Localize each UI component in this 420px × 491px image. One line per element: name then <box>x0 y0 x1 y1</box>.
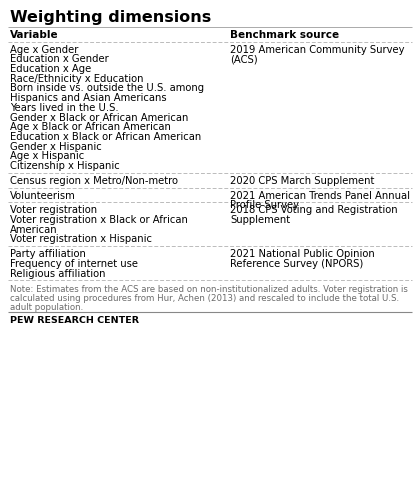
Text: Volunteerism: Volunteerism <box>10 191 76 201</box>
Text: Age x Black or African American: Age x Black or African American <box>10 122 171 132</box>
Text: Born inside vs. outside the U.S. among: Born inside vs. outside the U.S. among <box>10 83 204 93</box>
Text: Variable: Variable <box>10 30 59 40</box>
Text: Benchmark source: Benchmark source <box>230 30 339 40</box>
Text: calculated using procedures from Hur, Achen (2013) and rescaled to include the t: calculated using procedures from Hur, Ac… <box>10 294 399 303</box>
Text: 2021 American Trends Panel Annual: 2021 American Trends Panel Annual <box>230 191 410 201</box>
Text: Frequency of internet use: Frequency of internet use <box>10 259 138 269</box>
Text: Voter registration: Voter registration <box>10 205 97 215</box>
Text: Education x Gender: Education x Gender <box>10 54 109 64</box>
Text: Age x Gender: Age x Gender <box>10 45 79 55</box>
Text: Weighting dimensions: Weighting dimensions <box>10 10 211 25</box>
Text: Age x Hispanic: Age x Hispanic <box>10 151 84 162</box>
Text: Education x Age: Education x Age <box>10 64 91 74</box>
Text: Hispanics and Asian Americans: Hispanics and Asian Americans <box>10 93 167 103</box>
Text: Census region x Metro/Non-metro: Census region x Metro/Non-metro <box>10 176 178 186</box>
Text: Religious affiliation: Religious affiliation <box>10 269 105 278</box>
Text: Years lived in the U.S.: Years lived in the U.S. <box>10 103 118 113</box>
Text: Reference Survey (NPORS): Reference Survey (NPORS) <box>230 259 363 269</box>
Text: PEW RESEARCH CENTER: PEW RESEARCH CENTER <box>10 316 139 326</box>
Text: Voter registration x Hispanic: Voter registration x Hispanic <box>10 235 152 245</box>
Text: Gender x Black or African American: Gender x Black or African American <box>10 112 189 123</box>
Text: 2019 American Community Survey: 2019 American Community Survey <box>230 45 404 55</box>
Text: (ACS): (ACS) <box>230 54 257 64</box>
Text: American: American <box>10 225 58 235</box>
Text: Note: Estimates from the ACS are based on non-institutionalized adults. Voter re: Note: Estimates from the ACS are based o… <box>10 285 408 294</box>
Text: Profile Survey: Profile Survey <box>230 200 299 210</box>
Text: 2018 CPS Voting and Registration: 2018 CPS Voting and Registration <box>230 205 398 215</box>
Text: adult population.: adult population. <box>10 302 83 312</box>
Text: 2020 CPS March Supplement: 2020 CPS March Supplement <box>230 176 374 186</box>
Text: Citizenship x Hispanic: Citizenship x Hispanic <box>10 161 120 171</box>
Text: Education x Black or African American: Education x Black or African American <box>10 132 201 142</box>
Text: Voter registration x Black or African: Voter registration x Black or African <box>10 215 188 225</box>
Text: 2021 National Public Opinion: 2021 National Public Opinion <box>230 249 375 259</box>
Text: Party affiliation: Party affiliation <box>10 249 86 259</box>
Text: Gender x Hispanic: Gender x Hispanic <box>10 142 102 152</box>
Text: Supplement: Supplement <box>230 215 290 225</box>
Text: Race/Ethnicity x Education: Race/Ethnicity x Education <box>10 74 144 83</box>
